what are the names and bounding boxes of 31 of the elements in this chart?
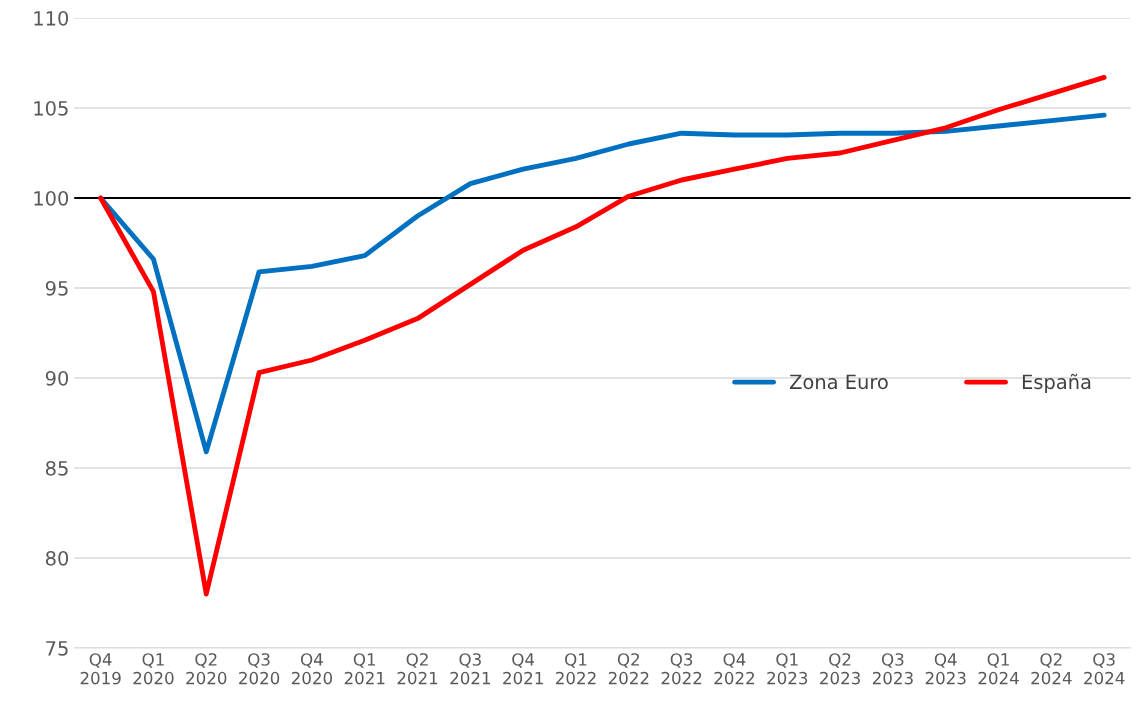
x-tick-label: Q4 2020 bbox=[291, 653, 333, 685]
y-tick-label: 75 bbox=[46, 641, 68, 656]
x-tick-label: Q1 2023 bbox=[767, 653, 808, 685]
y-tick-label: 105 bbox=[34, 100, 68, 116]
x-tick-label: Q1 2020 bbox=[133, 653, 174, 685]
x-tick-label: Q2 2024 bbox=[1031, 653, 1072, 685]
legend-label: España bbox=[1022, 373, 1091, 393]
x-tick-label: Q3 2024 bbox=[1084, 653, 1125, 685]
x-tick-label: Q3 2022 bbox=[661, 653, 702, 685]
x-tick-label: Q4 2021 bbox=[503, 653, 543, 685]
line-series bbox=[98, 74, 1107, 597]
legend-label: Zona Euro bbox=[789, 374, 888, 390]
x-tick-label: Q1 2021 bbox=[344, 653, 385, 685]
x-tick-label: Q4 2023 bbox=[925, 653, 966, 685]
x-tick-label: Q1 2022 bbox=[556, 653, 596, 685]
x-tick-label: Q3 2023 bbox=[872, 653, 913, 685]
x-tick-label: Q2 2022 bbox=[608, 653, 649, 685]
y-tick-label: 85 bbox=[45, 460, 68, 476]
x-tick-label: Q4 2019 bbox=[80, 653, 121, 685]
x-tick-label: Q3 2021 bbox=[450, 653, 491, 685]
y-tick-label: 90 bbox=[45, 370, 69, 386]
y-tick-label: 95 bbox=[45, 280, 68, 296]
x-tick-label: Q2 2020 bbox=[186, 653, 227, 685]
y-tick-label: 100 bbox=[34, 190, 69, 206]
x-tick-label: Q2 2021 bbox=[397, 653, 438, 685]
x-tick-label: Q3 2020 bbox=[239, 653, 280, 685]
y-tick-label: 110 bbox=[34, 10, 69, 26]
y-tick-label: 80 bbox=[45, 550, 69, 566]
x-tick-label: Q1 2024 bbox=[978, 653, 1019, 685]
x-tick-label: Q2 2023 bbox=[820, 653, 860, 685]
x-tick-label: Q4 2022 bbox=[714, 653, 754, 685]
